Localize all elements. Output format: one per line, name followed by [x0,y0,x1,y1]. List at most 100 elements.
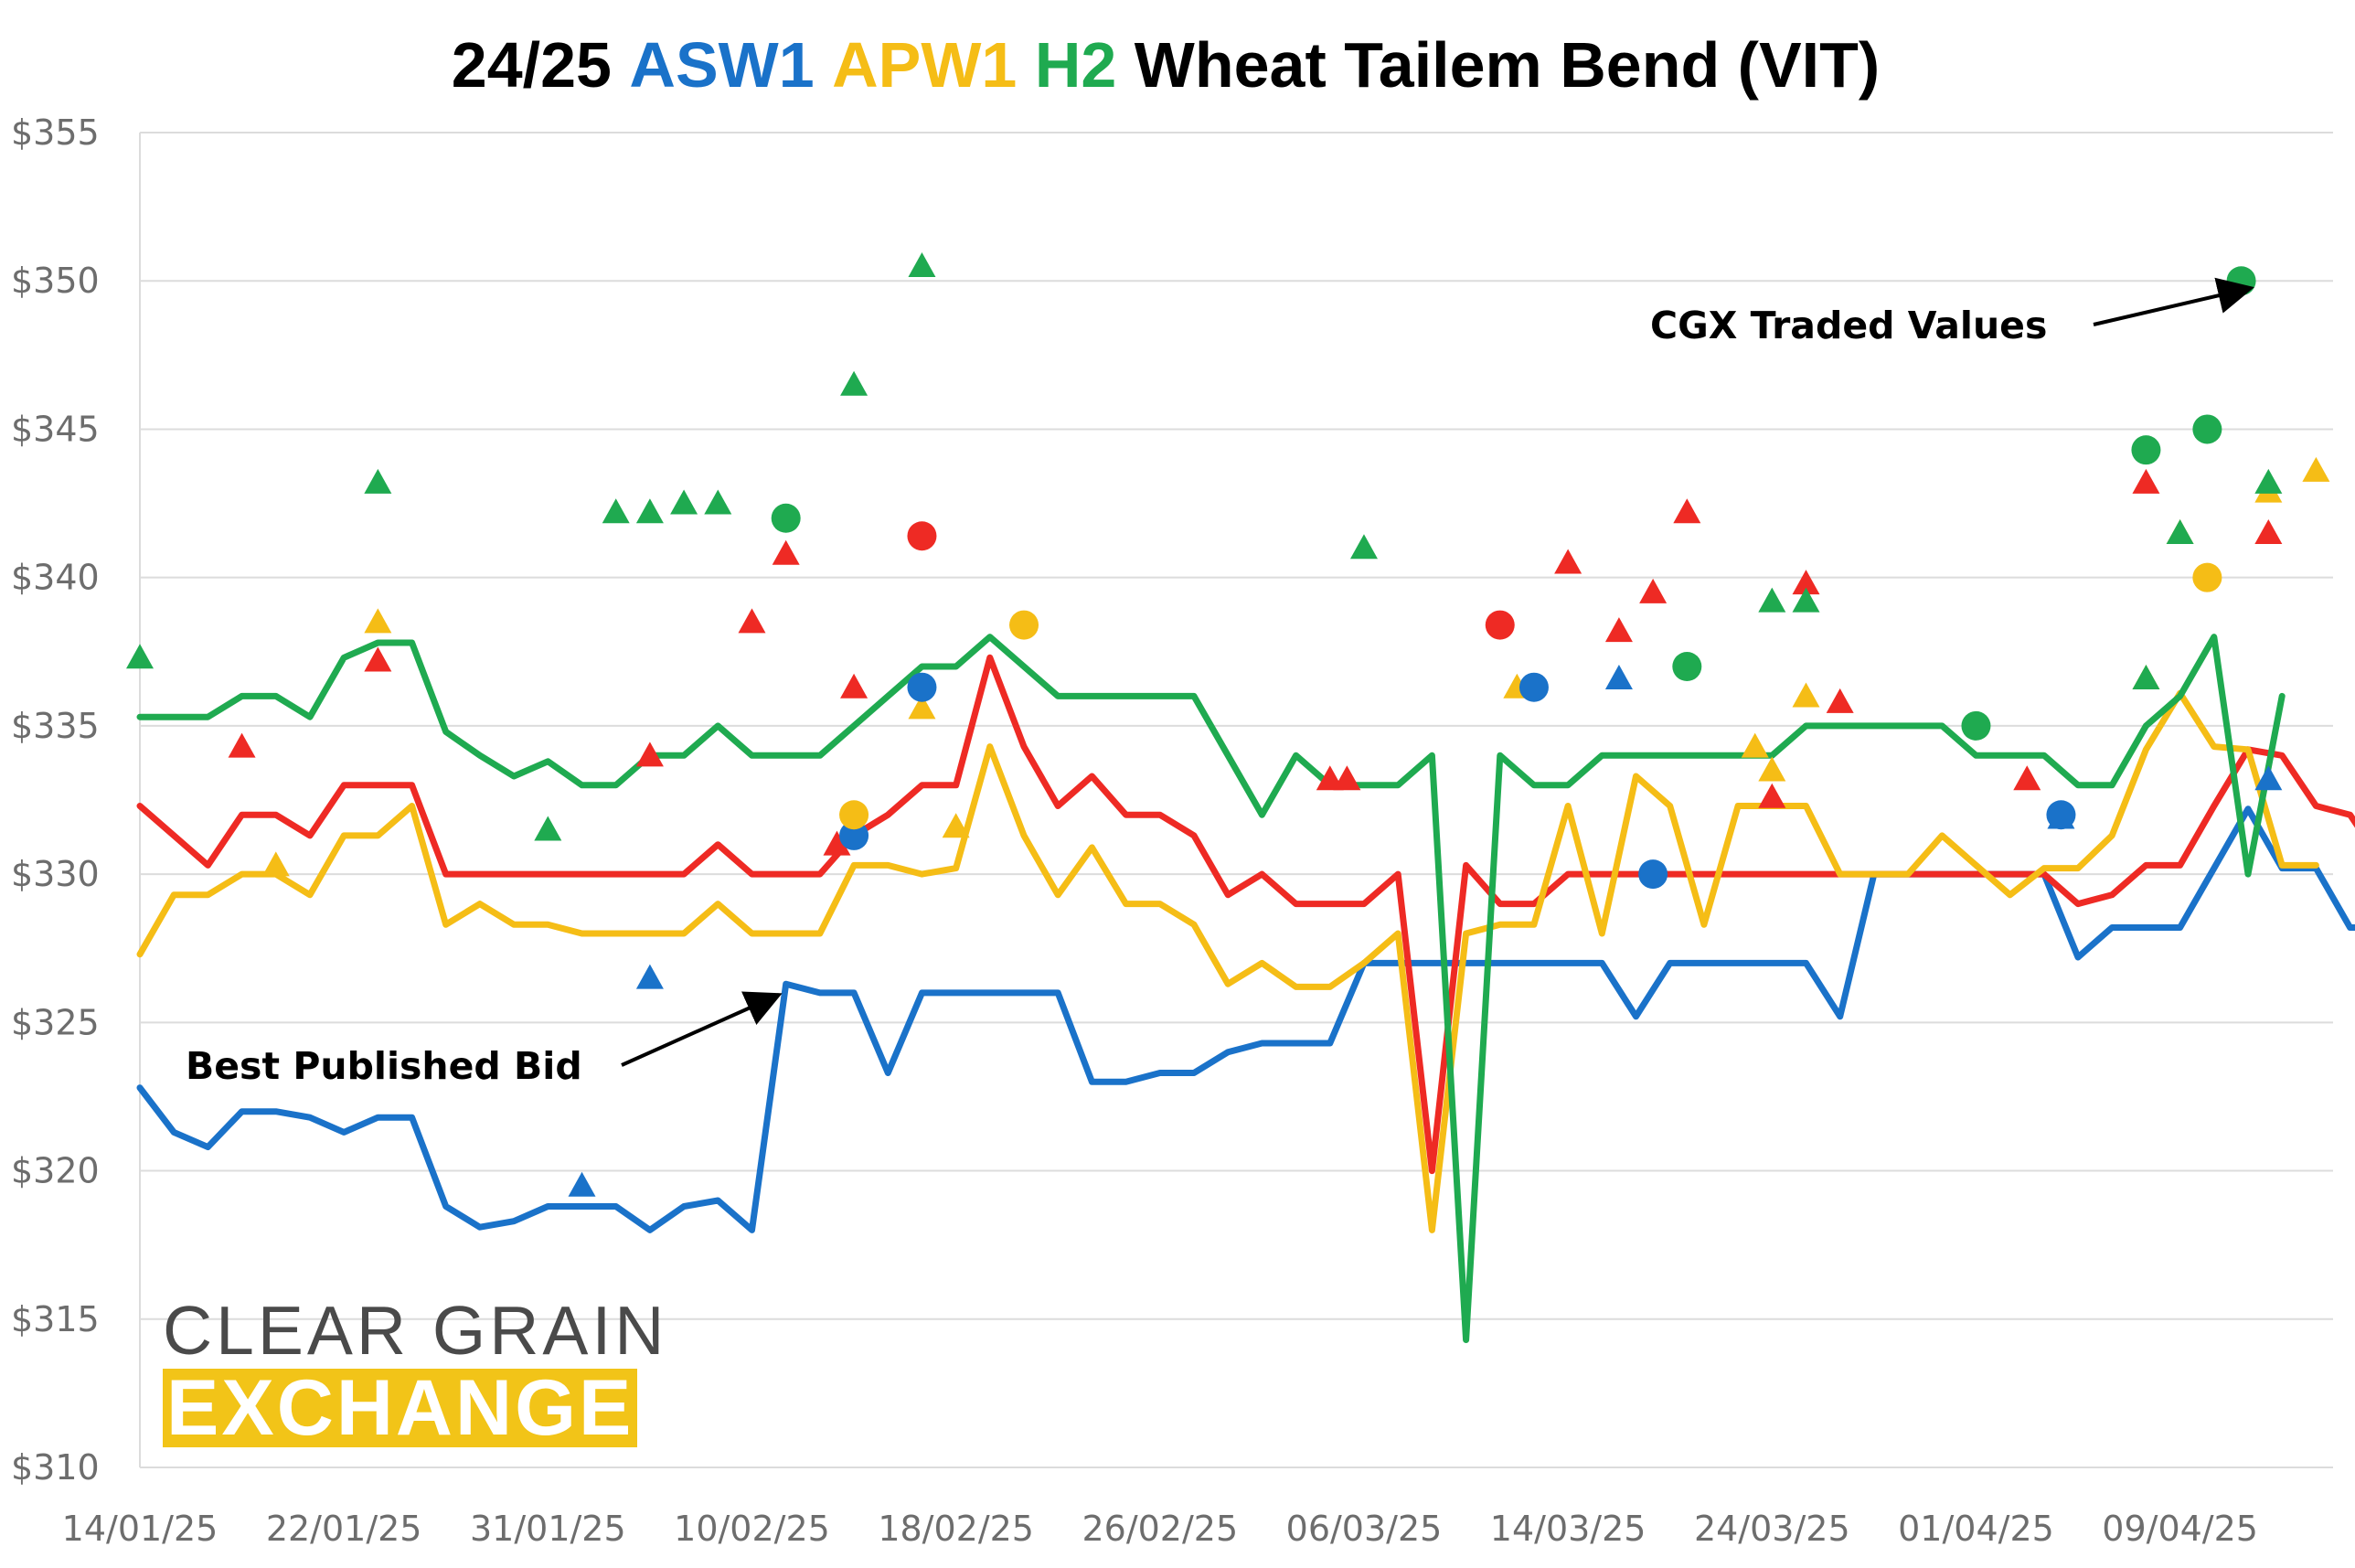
y-tick-label: $325 [11,1002,100,1042]
traded-circle-H2 [1672,652,1702,681]
traded-triangle-APW1 [1741,732,1769,758]
series-lines [136,634,2355,1343]
traded-triangle-H2 [840,370,868,396]
traded-circle-ASW1 [2046,800,2076,830]
x-tick-label: 24/03/25 [1694,1509,1850,1549]
traded-triangle-H2 [2166,519,2194,544]
x-tick-label: 31/01/25 [470,1509,626,1549]
traded-triangle-H2 [2254,468,2283,494]
traded-circle-ASW1 [1518,672,1549,702]
traded-triangle-red [1333,765,1361,791]
traded-triangle-APW1 [1758,756,1786,782]
annotation-best-published-bid: Best Published Bid [186,1044,582,1088]
traded-triangle-red [2013,765,2041,791]
x-tick-label: 26/02/25 [1082,1509,1238,1549]
traded-circle-APW1 [1009,610,1039,640]
annotation-cgx-traded-values: CGX Traded Values [1650,304,2047,347]
y-tick-label: $350 [11,261,100,301]
y-tick-label: $335 [11,706,100,746]
traded-triangle-H2 [1349,534,1378,560]
series-line-3 [136,634,2286,1343]
y-tick-label: $315 [11,1299,100,1339]
traded-triangle-APW1 [2302,456,2330,482]
title-part-4: Wheat Tailem Bend (VIT) [1135,29,1880,101]
traded-circle-H2 [2192,414,2222,444]
traded-triangle-red [772,539,800,565]
traded-triangle-red [2254,519,2283,544]
traded-triangle-H2 [1792,587,1820,613]
traded-triangle-red [1604,617,1633,643]
x-tick-label: 22/01/25 [266,1509,422,1549]
series-line-2 [136,689,2319,1233]
traded-triangle-red [1826,688,1854,713]
traded-triangle-H2 [908,252,936,277]
traded-circle-ASW1 [907,672,937,702]
y-tick-label: $345 [11,409,100,449]
traded-triangle-H2 [534,816,562,841]
traded-triangle-red [1758,783,1786,808]
traded-markers [126,252,2330,1197]
traded-circle-ASW1 [1638,859,1668,890]
traded-triangle-H2 [704,489,732,515]
traded-triangle-H2 [126,644,154,669]
traded-triangle-H2 [2132,664,2160,689]
title-part-2: APW1 [832,29,1035,101]
annotations: CGX Traded Values Best Published Bid [186,277,2254,1088]
traded-triangle-H2 [670,489,698,515]
traded-triangle-H2 [364,468,392,494]
traded-triangle-red [1639,578,1668,603]
gridlines [139,132,2333,1468]
traded-circle-red [1485,610,1515,640]
x-tick-label: 10/02/25 [674,1509,830,1549]
traded-triangle-APW1 [261,851,290,877]
y-axis: $310 $315 $320 $325 $330 $335 $340 $345 $350 $355 [11,112,100,1488]
title-part-3: H2 [1035,29,1135,101]
traded-triangle-APW1 [364,608,392,634]
x-axis: 14/01/25 22/01/25 31/01/25 10/02/25 18/02/25… [62,1509,2258,1549]
x-tick-label: 06/03/25 [1286,1509,1443,1549]
traded-triangle-red [364,646,392,672]
traded-circle-H2 [771,503,801,533]
logo-line-2: EXCHANGE [163,1369,638,1447]
traded-circle-ASW1 [839,820,869,850]
traded-triangle-H2 [602,498,630,524]
traded-circle-red [907,521,937,551]
y-tick-label: $320 [11,1151,100,1191]
title-part-1: ASW1 [629,29,832,101]
traded-triangle-red [1673,498,1701,524]
traded-circle-APW1 [839,800,869,830]
traded-triangle-ASW1 [2254,765,2283,791]
traded-triangle-ASW1 [1604,664,1633,689]
clear-grain-exchange-logo: CLEAR GRAIN EXCHANGE [163,1296,675,1447]
logo-line-1: CLEAR GRAIN [163,1292,668,1369]
x-tick-label: 01/04/25 [1898,1509,2054,1549]
traded-triangle-ASW1 [568,1171,596,1197]
traded-triangle-APW1 [1792,682,1820,708]
traded-circle-H2 [2131,435,2161,465]
chart-title: 24/25 ASW1 APW1 H2 Wheat Tailem Bend (VI… [452,29,1880,101]
x-tick-label: 18/02/25 [878,1509,1034,1549]
y-tick-label: $330 [11,854,100,894]
traded-triangle-red [738,608,766,634]
title-part-0: 24/25 [452,29,630,101]
traded-triangle-red [635,741,664,767]
x-tick-label: 14/03/25 [1490,1509,1646,1549]
traded-triangle-red [228,732,256,758]
traded-triangle-red [840,673,868,699]
traded-circle-H2 [1961,710,1991,741]
traded-circle-APW1 [2192,562,2222,592]
traded-triangle-H2 [635,498,664,524]
x-tick-label: 14/01/25 [62,1509,218,1549]
series-line-1 [136,654,2355,1175]
traded-triangle-ASW1 [635,964,664,989]
y-tick-label: $310 [11,1447,100,1488]
traded-triangle-APW1 [908,694,936,720]
y-tick-label: $355 [11,112,100,153]
traded-triangle-H2 [1758,587,1786,613]
traded-triangle-red [1792,570,1820,595]
annotation-arrow [621,991,783,1067]
traded-triangle-red [823,830,851,856]
x-tick-label: 09/04/25 [2102,1509,2258,1549]
traded-triangle-APW1 [942,813,970,838]
